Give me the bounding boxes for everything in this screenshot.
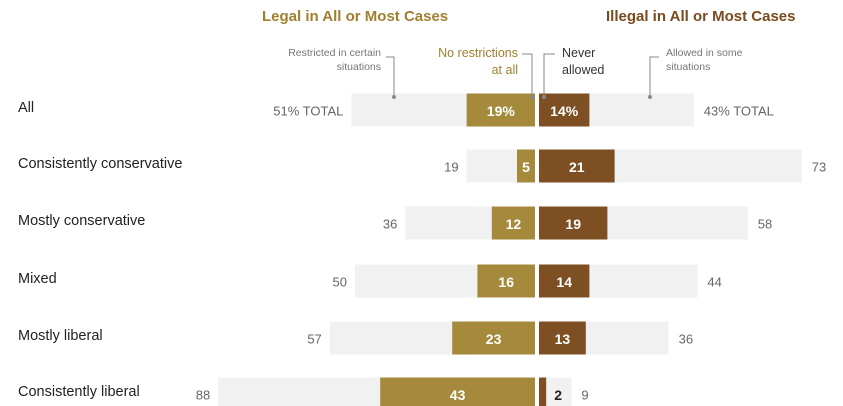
never-allowed-label: 14%: [550, 103, 579, 119]
illegal-total-label: 73: [812, 160, 826, 175]
illegal-total-label: 58: [758, 217, 772, 232]
category-label: Consistently conservative: [18, 156, 182, 172]
no-restrictions-bar: [477, 264, 535, 298]
restricted-dot: [392, 95, 396, 99]
never-allowed-annotation: Never allowed: [562, 46, 605, 77]
allowed-some-annotation: Allowed in some situations: [666, 47, 743, 73]
no-restrictions-bar: [491, 206, 535, 240]
illegal-total-label: 9: [581, 388, 588, 403]
legal-total-label: 57: [307, 332, 321, 347]
no-restrictions-bar: [380, 377, 535, 406]
illegal-total-label: 44: [707, 275, 721, 290]
never-allowed-connector: [543, 53, 555, 96]
category-label: Mostly liberal: [18, 328, 103, 344]
category-label: Mostly conservative: [18, 213, 145, 229]
never-allowed-label: 21: [569, 159, 585, 175]
illegal-total-label: 36: [679, 332, 693, 347]
never-allowed-label: 13: [555, 331, 571, 347]
never-allowed-dot: [542, 95, 546, 99]
never-allowed-bar: [539, 321, 586, 355]
legal-total-label: 51% TOTAL: [273, 104, 343, 119]
category-label: Consistently liberal: [18, 384, 140, 400]
no-restrictions-label: 5: [522, 159, 530, 175]
no-restrictions-connector: [522, 53, 533, 96]
legal-header: Legal in All or Most Cases: [262, 8, 449, 25]
no-restrictions-label: 12: [506, 216, 522, 232]
never-allowed-label: 14: [556, 274, 572, 290]
category-label: All: [18, 100, 34, 116]
never-allowed-label: 19: [565, 216, 581, 232]
never-allowed-bar: [539, 93, 590, 127]
legal-total-label: 88: [196, 388, 210, 403]
no-restrictions-annotation: No restrictions at all: [438, 46, 518, 77]
no-restrictions-label: 23: [486, 331, 502, 347]
never-allowed-bar: [539, 149, 615, 183]
allowed-some-connector: [649, 56, 659, 96]
never-allowed-bar: [539, 377, 547, 406]
no-restrictions-bar: [452, 321, 535, 355]
illegal-header: Illegal in All or Most Cases: [606, 8, 796, 25]
allowed-some-dot: [648, 95, 652, 99]
no-restrictions-label: 16: [498, 274, 514, 290]
no-restrictions-dot: [530, 95, 534, 99]
legal-total-label: 19: [444, 160, 458, 175]
no-restrictions-bar: [466, 93, 535, 127]
no-restrictions-label: 19%: [487, 103, 516, 119]
never-allowed-bar: [539, 264, 590, 298]
category-label: Mixed: [18, 271, 57, 287]
no-restrictions-bar: [517, 149, 535, 183]
legal-total-label: 50: [333, 275, 347, 290]
restricted-annotation: Restricted in certain situations: [288, 47, 381, 73]
restricted-connector: [386, 56, 395, 96]
never-allowed-label: 2: [554, 387, 562, 403]
never-allowed-bar: [539, 206, 608, 240]
illegal-total-label: 43% TOTAL: [704, 104, 774, 119]
no-restrictions-label: 43: [450, 387, 466, 403]
legal-total-label: 36: [383, 217, 397, 232]
